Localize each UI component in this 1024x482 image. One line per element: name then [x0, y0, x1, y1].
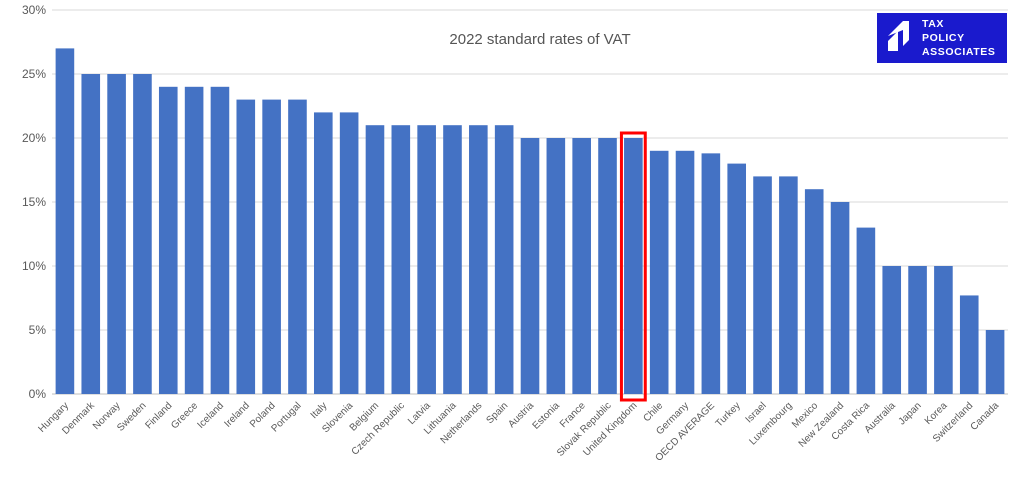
x-tick-label: Canada — [969, 400, 1002, 433]
bar-turkey — [727, 163, 747, 394]
bar-mexico — [804, 189, 824, 394]
bar-canada — [985, 330, 1005, 394]
bar-portugal — [288, 99, 307, 394]
bar-italy — [313, 112, 333, 395]
bar-chile — [649, 150, 669, 394]
highlight-box — [619, 131, 647, 402]
bar-germany — [675, 150, 695, 394]
bar-estonia — [546, 138, 566, 394]
y-tick-label: 15% — [22, 195, 46, 209]
bar-ireland — [236, 99, 256, 394]
bar-australia — [882, 266, 902, 394]
y-axis-ticks: 0% 5% 10% 15% 20% 25% 30% — [22, 3, 46, 401]
bar-finland — [158, 86, 178, 395]
bar-norway — [107, 74, 126, 394]
x-tick-label: Sweden — [115, 400, 148, 433]
bar-new-zealand — [830, 202, 850, 394]
x-tick-label: Iceland — [195, 400, 226, 431]
bar-latvia — [417, 125, 436, 394]
tax-policy-associates-logo: TAX POLICY ASSOCIATES — [877, 13, 1007, 63]
bar-switzerland — [959, 295, 979, 394]
bar-czech-republic — [391, 125, 411, 394]
y-tick-label: 10% — [22, 259, 46, 273]
y-tick-label: 30% — [22, 3, 46, 17]
bar-costa-rica — [856, 227, 876, 394]
logo-mark-icon — [888, 21, 909, 51]
x-tick-label: Ireland — [223, 400, 252, 429]
logo-text-line-2: POLICY — [922, 32, 965, 44]
y-tick-label: 0% — [29, 387, 47, 401]
bar-sweden — [133, 74, 152, 394]
x-tick-label: Finland — [143, 400, 174, 431]
logo-text-line-1: TAX — [922, 18, 944, 30]
bar-lithuania — [443, 125, 462, 394]
x-tick-label: Greece — [169, 400, 200, 431]
bar-luxembourg — [779, 176, 798, 394]
bar-slovak-republic — [598, 138, 617, 394]
bar-belgium — [365, 125, 385, 394]
chart-title: 2022 standard rates of VAT — [449, 31, 630, 48]
y-tick-label: 20% — [22, 131, 46, 145]
bar-netherlands — [469, 125, 488, 394]
bar-slovenia — [339, 112, 359, 395]
bar-spain — [494, 125, 514, 394]
x-tick-label: Estonia — [531, 400, 563, 432]
bar-denmark — [81, 74, 101, 394]
bar-hungary — [55, 48, 75, 395]
y-tick-label: 5% — [29, 323, 47, 337]
x-tick-label: Italy — [309, 400, 330, 421]
logo-text-line-3: ASSOCIATES — [922, 46, 995, 58]
bars — [55, 48, 1005, 395]
bar-france — [572, 138, 591, 394]
bar-israel — [753, 176, 772, 394]
bar-united-kingdom — [624, 138, 643, 394]
bar-greece — [184, 86, 204, 395]
bar-austria — [520, 138, 540, 394]
bar-poland — [262, 99, 281, 394]
bar-oecd-average — [701, 153, 721, 394]
x-tick-label: Turkey — [714, 400, 743, 429]
bar-iceland — [210, 86, 230, 395]
x-tick-label: Japan — [897, 400, 924, 427]
y-tick-label: 25% — [22, 67, 46, 81]
bar-korea — [934, 266, 953, 394]
x-axis-ticks: HungaryDenmarkNorwaySwedenFinlandGreeceI… — [37, 400, 1002, 464]
bar-japan — [908, 266, 927, 394]
